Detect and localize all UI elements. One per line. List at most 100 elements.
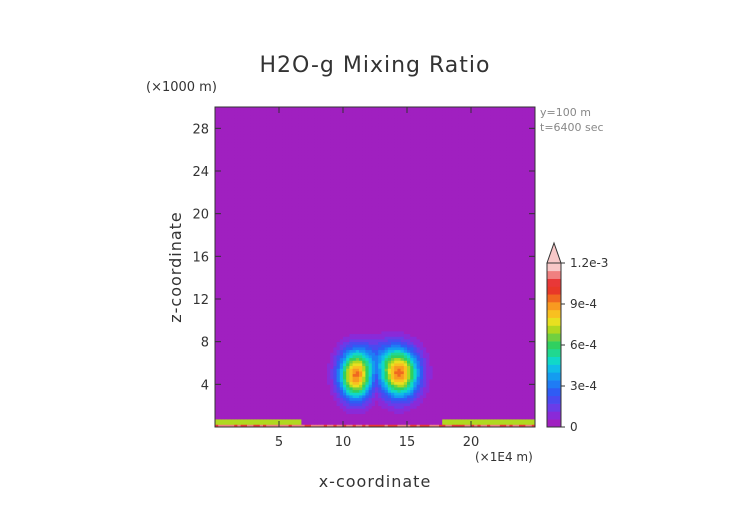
field-cell <box>231 395 235 399</box>
field-cell <box>442 336 446 340</box>
field-cell <box>394 336 398 340</box>
field-cell <box>253 397 257 401</box>
field-cell <box>231 296 235 300</box>
field-cell <box>451 419 456 423</box>
field-cell <box>429 419 433 423</box>
field-cell <box>416 419 421 423</box>
field-cell <box>275 392 280 396</box>
field-cell <box>327 405 331 409</box>
field-cell <box>327 331 331 335</box>
field-cell <box>349 323 353 327</box>
field-cell <box>330 381 334 385</box>
field-cell <box>375 349 379 353</box>
field-cell <box>391 323 395 327</box>
field-cell <box>288 344 293 348</box>
field-cell <box>410 419 414 423</box>
field-cell <box>499 304 504 308</box>
field-cell <box>474 312 478 316</box>
field-cell <box>256 424 261 427</box>
field-cell <box>362 376 366 380</box>
field-cell <box>483 301 488 305</box>
field-cell <box>458 336 462 340</box>
field-cell <box>263 379 267 383</box>
field-cell <box>282 331 286 335</box>
field-cell <box>234 397 238 401</box>
field-cell <box>387 312 392 316</box>
field-cell <box>355 419 360 423</box>
field-cell <box>349 355 353 359</box>
field-cell <box>403 411 408 415</box>
field-cell <box>349 368 353 372</box>
field-cell <box>317 333 321 337</box>
field-cell <box>487 333 491 337</box>
field-cell <box>317 395 321 399</box>
field-cell <box>467 299 472 303</box>
field-cell <box>496 416 501 420</box>
field-cell <box>458 349 462 353</box>
field-cell <box>403 339 408 343</box>
field-cell <box>426 355 430 359</box>
field-cell <box>346 411 350 415</box>
field-cell <box>243 320 248 324</box>
field-cell <box>407 365 411 369</box>
field-cell <box>400 371 405 375</box>
field-cell <box>467 368 472 372</box>
field-cell <box>218 336 222 340</box>
field-cell <box>291 349 296 353</box>
field-cell <box>439 413 443 417</box>
field-cell <box>445 339 449 343</box>
field-cell <box>503 357 507 361</box>
field-cell <box>381 397 385 401</box>
field-cell <box>515 325 520 329</box>
field-cell <box>426 320 430 324</box>
field-cell <box>519 424 523 427</box>
field-cell <box>477 320 481 324</box>
field-cell <box>423 371 427 375</box>
field-cell <box>307 387 312 391</box>
field-cell <box>247 299 251 303</box>
field-cell <box>279 384 283 388</box>
field-cell <box>490 336 494 340</box>
field-cell <box>282 400 286 404</box>
field-cell <box>416 384 421 388</box>
field-cell <box>323 379 328 383</box>
field-cell <box>416 395 421 399</box>
field-cell <box>455 344 459 348</box>
field-cell <box>461 341 465 345</box>
field-cell <box>291 371 296 375</box>
field-cell <box>394 411 398 415</box>
field-cell <box>474 293 478 297</box>
field-cell <box>397 379 401 383</box>
field-cell <box>455 328 459 332</box>
field-cell <box>259 293 264 297</box>
field-cell <box>272 384 277 388</box>
field-cell <box>403 365 408 369</box>
field-cell <box>295 397 299 401</box>
field-cell <box>512 331 517 335</box>
field-cell <box>439 344 443 348</box>
field-cell <box>266 371 270 375</box>
field-cell <box>330 371 334 375</box>
field-cell <box>413 405 417 409</box>
field-cell <box>320 368 325 372</box>
field-cell <box>275 307 280 311</box>
field-cell <box>330 424 334 427</box>
field-cell <box>435 403 440 407</box>
field-cell <box>493 373 497 377</box>
field-cell <box>419 331 424 335</box>
field-cell <box>259 397 264 401</box>
field-cell <box>413 360 417 364</box>
field-cell <box>429 381 433 385</box>
field-cell <box>288 320 293 324</box>
field-cell <box>464 328 469 332</box>
field-cell <box>288 371 293 375</box>
field-cell <box>323 325 328 329</box>
field-cell <box>343 376 347 380</box>
field-cell <box>506 379 510 383</box>
field-cell <box>455 419 459 423</box>
field-cell <box>531 408 535 412</box>
field-cell <box>528 325 533 329</box>
field-cell <box>503 395 507 399</box>
field-cell <box>519 357 523 361</box>
field-cell <box>371 336 376 340</box>
